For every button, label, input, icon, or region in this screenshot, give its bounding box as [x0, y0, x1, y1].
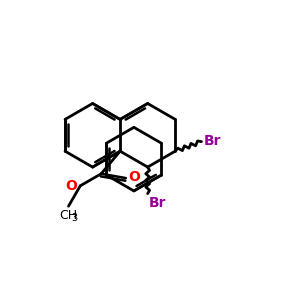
Text: 3: 3 [72, 213, 78, 223]
Text: O: O [128, 170, 140, 184]
Text: Br: Br [204, 134, 221, 148]
Text: O: O [65, 179, 77, 194]
Text: Br: Br [149, 196, 166, 210]
Text: CH: CH [59, 209, 78, 222]
